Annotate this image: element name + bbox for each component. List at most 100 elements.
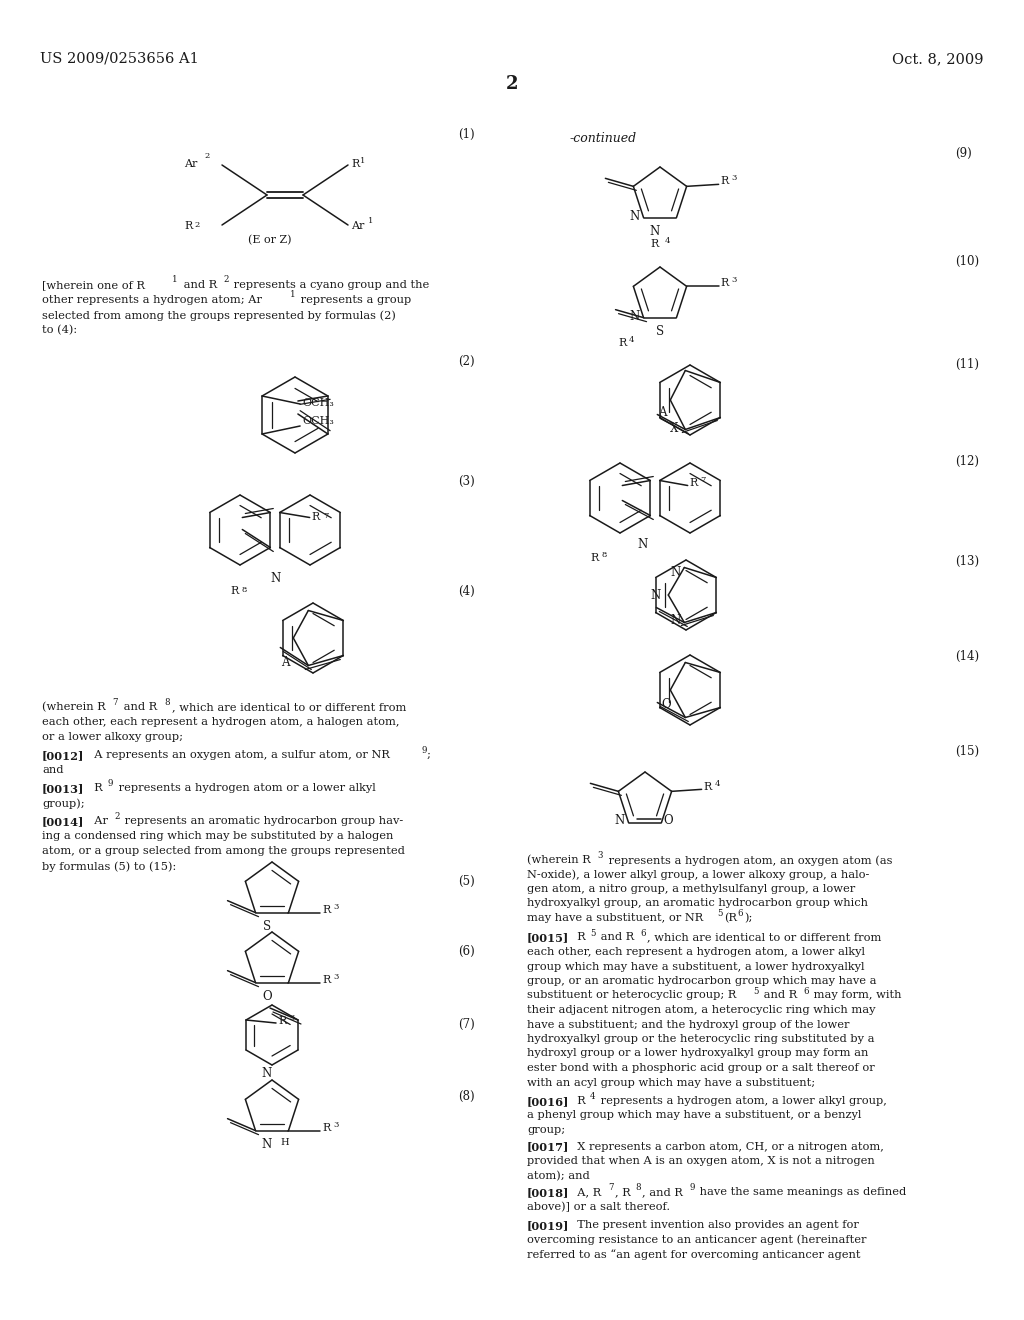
- Text: (13): (13): [955, 554, 979, 568]
- Text: X: X: [671, 421, 679, 434]
- Text: R: R: [279, 1016, 287, 1026]
- Text: group;: group;: [527, 1125, 565, 1135]
- Text: represents a group: represents a group: [297, 294, 412, 305]
- Text: 3: 3: [731, 276, 737, 284]
- Text: 5: 5: [717, 909, 723, 917]
- Text: (4): (4): [458, 585, 475, 598]
- Text: -continued: -continued: [570, 132, 637, 145]
- Text: (12): (12): [955, 455, 979, 469]
- Text: R: R: [87, 783, 102, 793]
- Text: referred to as “an agent for overcoming anticancer agent: referred to as “an agent for overcoming …: [527, 1249, 860, 1259]
- Text: X represents a carbon atom, CH, or a nitrogen atom,: X represents a carbon atom, CH, or a nit…: [570, 1142, 884, 1151]
- Text: above)] or a salt thereof.: above)] or a salt thereof.: [527, 1201, 670, 1212]
- Text: group, or an aromatic hydrocarbon group which may have a: group, or an aromatic hydrocarbon group …: [527, 975, 877, 986]
- Text: [0014]: [0014]: [42, 816, 84, 828]
- Text: 2: 2: [506, 75, 518, 92]
- Text: may have a substituent, or NR: may have a substituent, or NR: [527, 913, 703, 923]
- Text: A: A: [658, 407, 667, 418]
- Text: 3: 3: [334, 903, 339, 911]
- Text: represents a cyano group and the: represents a cyano group and the: [230, 280, 429, 290]
- Text: and: and: [42, 766, 63, 775]
- Text: represents an aromatic hydrocarbon group hav-: represents an aromatic hydrocarbon group…: [121, 816, 403, 826]
- Text: and R: and R: [120, 702, 158, 711]
- Text: , and R: , and R: [642, 1187, 683, 1197]
- Text: ester bond with a phosphoric acid group or a salt thereof or: ester bond with a phosphoric acid group …: [527, 1063, 874, 1073]
- Text: group which may have a substituent, a lower hydroxyalkyl: group which may have a substituent, a lo…: [527, 961, 864, 972]
- Text: 3: 3: [289, 1014, 294, 1022]
- Text: (1): (1): [458, 128, 475, 141]
- Text: selected from among the groups represented by formulas (2): selected from among the groups represent…: [42, 310, 396, 321]
- Text: N: N: [650, 589, 660, 602]
- Text: Ar: Ar: [184, 158, 198, 169]
- Text: represents a hydrogen atom, an oxygen atom (as: represents a hydrogen atom, an oxygen at…: [605, 855, 893, 866]
- Text: A, R: A, R: [570, 1187, 601, 1197]
- Text: each other, each represent a hydrogen atom, a lower alkyl: each other, each represent a hydrogen at…: [527, 946, 865, 957]
- Text: R: R: [690, 479, 698, 488]
- Text: The present invention also provides an agent for: The present invention also provides an a…: [570, 1220, 859, 1230]
- Text: 2: 2: [194, 220, 200, 228]
- Text: A represents an oxygen atom, a sulfur atom, or NR: A represents an oxygen atom, a sulfur at…: [87, 750, 390, 760]
- Text: 3: 3: [334, 1121, 339, 1129]
- Text: 6: 6: [640, 928, 645, 937]
- Text: );: );: [744, 913, 753, 923]
- Text: 5: 5: [590, 928, 596, 937]
- Text: group);: group);: [42, 799, 85, 809]
- Text: overcoming resistance to an anticancer agent (hereinafter: overcoming resistance to an anticancer a…: [527, 1234, 866, 1245]
- Text: [0019]: [0019]: [527, 1220, 569, 1232]
- Text: ing a condensed ring which may be substituted by a halogen: ing a condensed ring which may be substi…: [42, 832, 393, 841]
- Text: [0013]: [0013]: [42, 783, 84, 795]
- Text: 2: 2: [204, 152, 209, 160]
- Text: OCH₃: OCH₃: [302, 416, 334, 426]
- Text: gen atom, a nitro group, a methylsulfanyl group, a lower: gen atom, a nitro group, a methylsulfany…: [527, 884, 855, 894]
- Text: A: A: [281, 656, 290, 669]
- Text: 7: 7: [324, 511, 329, 520]
- Text: 2: 2: [223, 275, 228, 284]
- Text: and R: and R: [180, 280, 217, 290]
- Text: hydroxyalkyl group or the heterocyclic ring substituted by a: hydroxyalkyl group or the heterocyclic r…: [527, 1034, 874, 1044]
- Text: R: R: [703, 783, 712, 792]
- Text: R: R: [351, 158, 359, 169]
- Text: N: N: [262, 1067, 272, 1080]
- Text: 1: 1: [172, 275, 177, 284]
- Text: a phenyl group which may have a substituent, or a benzyl: a phenyl group which may have a substitu…: [527, 1110, 861, 1121]
- Text: Oct. 8, 2009: Oct. 8, 2009: [893, 51, 984, 66]
- Text: H: H: [280, 1138, 289, 1147]
- Text: (7): (7): [458, 1018, 475, 1031]
- Text: 6: 6: [803, 986, 809, 995]
- Text: [wherein one of R: [wherein one of R: [42, 280, 145, 290]
- Text: (15): (15): [955, 744, 979, 758]
- Text: 7: 7: [608, 1183, 613, 1192]
- Text: [0016]: [0016]: [527, 1096, 569, 1107]
- Text: Ar: Ar: [87, 816, 108, 826]
- Text: to (4):: to (4):: [42, 325, 77, 335]
- Text: atom); and: atom); and: [527, 1171, 590, 1181]
- Text: may form, with: may form, with: [810, 990, 901, 1001]
- Text: have a substituent; and the hydroxyl group of the lower: have a substituent; and the hydroxyl gro…: [527, 1019, 850, 1030]
- Text: and R: and R: [760, 990, 798, 1001]
- Text: R: R: [570, 1096, 586, 1106]
- Text: 2: 2: [114, 812, 120, 821]
- Text: 4: 4: [665, 238, 671, 246]
- Text: Ar: Ar: [351, 220, 365, 231]
- Text: 9: 9: [106, 779, 113, 788]
- Text: 1: 1: [360, 157, 366, 165]
- Text: by formulas (5) to (15):: by formulas (5) to (15):: [42, 861, 176, 871]
- Text: or a lower alkoxy group;: or a lower alkoxy group;: [42, 733, 183, 742]
- Text: 7: 7: [112, 698, 118, 708]
- Text: each other, each represent a hydrogen atom, a halogen atom,: each other, each represent a hydrogen at…: [42, 717, 399, 727]
- Text: (R: (R: [724, 913, 737, 923]
- Text: 8: 8: [164, 698, 170, 708]
- Text: (3): (3): [458, 475, 475, 488]
- Text: (10): (10): [955, 255, 979, 268]
- Text: R: R: [323, 904, 331, 915]
- Text: [0018]: [0018]: [527, 1187, 569, 1199]
- Text: 8: 8: [635, 1183, 641, 1192]
- Text: R: R: [618, 338, 627, 348]
- Text: N: N: [671, 565, 681, 578]
- Text: (wherein R: (wherein R: [527, 855, 591, 866]
- Text: N: N: [270, 572, 281, 585]
- Text: 4: 4: [715, 780, 720, 788]
- Text: 6: 6: [737, 909, 742, 917]
- Text: N: N: [630, 210, 640, 223]
- Text: their adjacent nitrogen atom, a heterocyclic ring which may: their adjacent nitrogen atom, a heterocy…: [527, 1005, 876, 1015]
